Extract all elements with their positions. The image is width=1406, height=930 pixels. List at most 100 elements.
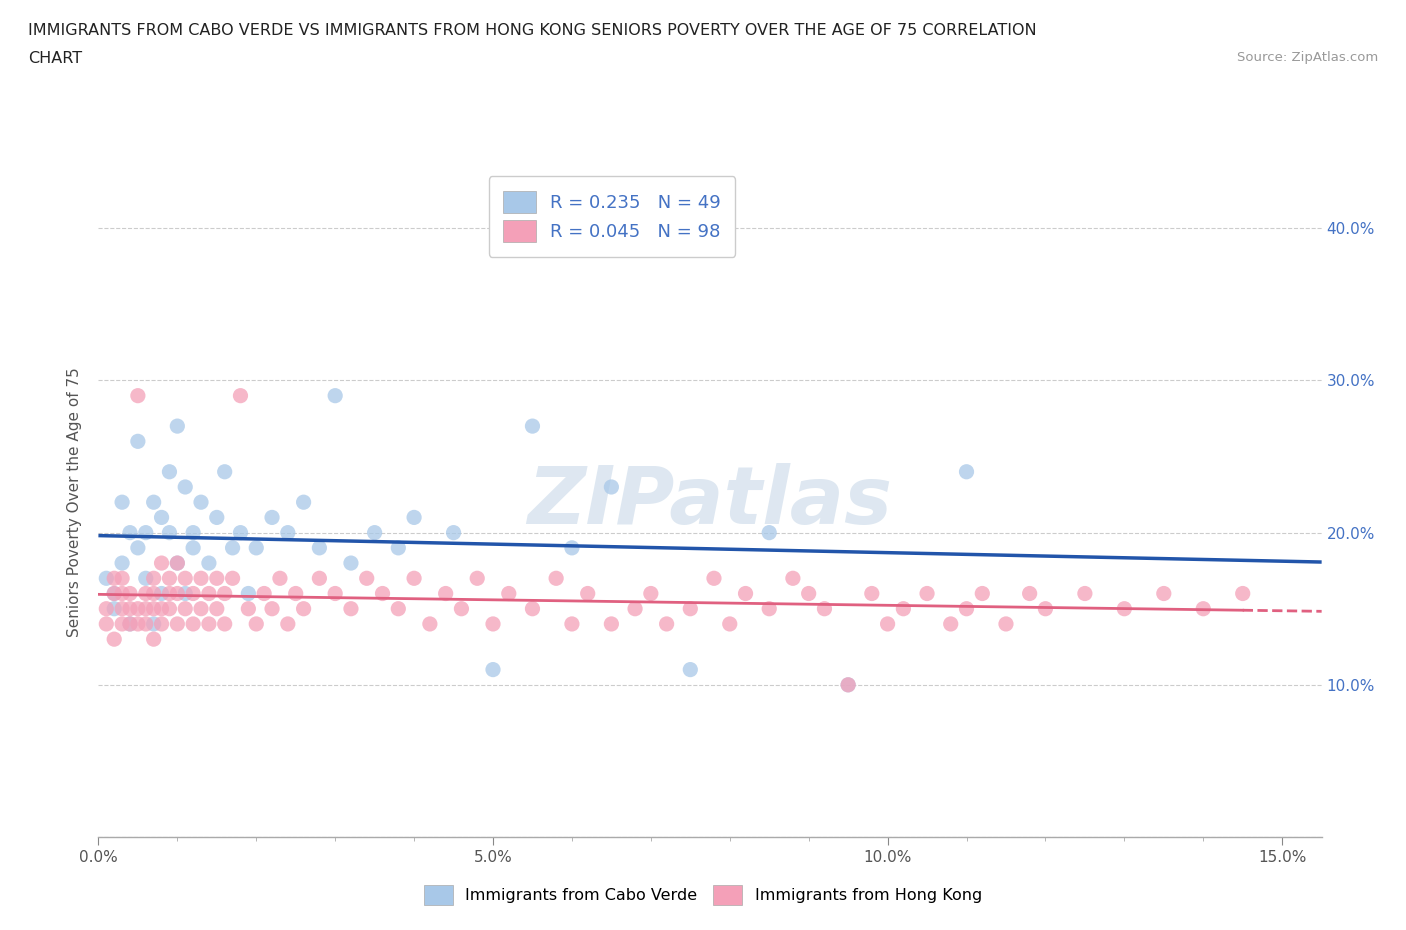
Point	[939, 617, 962, 631]
Point	[387, 602, 409, 617]
Point	[103, 586, 125, 601]
Point	[624, 602, 647, 617]
Point	[111, 571, 134, 586]
Point	[181, 540, 204, 555]
Point	[813, 602, 835, 617]
Point	[404, 571, 426, 586]
Text: CHART: CHART	[28, 51, 82, 66]
Point	[103, 586, 125, 601]
Point	[142, 602, 165, 617]
Point	[174, 571, 197, 586]
Point	[142, 617, 165, 631]
Point	[253, 586, 276, 601]
Point	[955, 602, 977, 617]
Point	[292, 495, 315, 510]
Point	[1114, 602, 1136, 617]
Point	[308, 571, 330, 586]
Point	[198, 617, 221, 631]
Point	[1018, 586, 1040, 601]
Point	[893, 602, 915, 617]
Point	[718, 617, 741, 631]
Point	[482, 617, 505, 631]
Point	[522, 418, 544, 433]
Point	[190, 571, 212, 586]
Point	[837, 677, 859, 692]
Point	[1035, 602, 1057, 617]
Point	[292, 602, 315, 617]
Point	[356, 571, 378, 586]
Point	[205, 510, 228, 525]
Point	[994, 617, 1017, 631]
Point	[576, 586, 599, 601]
Point	[277, 617, 299, 631]
Point	[150, 586, 173, 601]
Text: Source: ZipAtlas.com: Source: ZipAtlas.com	[1237, 51, 1378, 64]
Point	[323, 586, 346, 601]
Point	[135, 586, 157, 601]
Point	[166, 617, 188, 631]
Point	[876, 617, 898, 631]
Point	[387, 540, 409, 555]
Point	[103, 631, 125, 646]
Point	[181, 586, 204, 601]
Point	[245, 540, 267, 555]
Point	[205, 602, 228, 617]
Point	[600, 480, 623, 495]
Point	[142, 571, 165, 586]
Point	[434, 586, 457, 601]
Point	[229, 388, 252, 403]
Point	[1153, 586, 1175, 601]
Point	[150, 602, 173, 617]
Point	[561, 617, 583, 631]
Point	[127, 617, 149, 631]
Point	[103, 602, 125, 617]
Point	[245, 617, 267, 631]
Point	[277, 525, 299, 540]
Point	[127, 602, 149, 617]
Point	[142, 586, 165, 601]
Point	[782, 571, 804, 586]
Point	[1232, 586, 1254, 601]
Point	[190, 602, 212, 617]
Point	[221, 571, 243, 586]
Point	[703, 571, 725, 586]
Point	[127, 434, 149, 449]
Point	[135, 571, 157, 586]
Point	[135, 602, 157, 617]
Point	[419, 617, 441, 631]
Point	[111, 495, 134, 510]
Point	[190, 495, 212, 510]
Point	[96, 602, 118, 617]
Point	[1192, 602, 1215, 617]
Point	[159, 602, 181, 617]
Point	[96, 617, 118, 631]
Text: IMMIGRANTS FROM CABO VERDE VS IMMIGRANTS FROM HONG KONG SENIORS POVERTY OVER THE: IMMIGRANTS FROM CABO VERDE VS IMMIGRANTS…	[28, 23, 1036, 38]
Point	[159, 525, 181, 540]
Point	[103, 571, 125, 586]
Point	[482, 662, 505, 677]
Point	[797, 586, 820, 601]
Point	[150, 555, 173, 570]
Point	[111, 555, 134, 570]
Point	[96, 571, 118, 586]
Point	[238, 586, 260, 601]
Legend: Immigrants from Cabo Verde, Immigrants from Hong Kong: Immigrants from Cabo Verde, Immigrants f…	[416, 877, 990, 912]
Point	[166, 555, 188, 570]
Point	[860, 586, 883, 601]
Point	[181, 525, 204, 540]
Point	[111, 586, 134, 601]
Point	[142, 495, 165, 510]
Point	[118, 602, 141, 617]
Point	[118, 525, 141, 540]
Point	[166, 555, 188, 570]
Point	[118, 617, 141, 631]
Point	[159, 571, 181, 586]
Point	[221, 540, 243, 555]
Point	[174, 480, 197, 495]
Point	[1074, 586, 1097, 601]
Y-axis label: Seniors Poverty Over the Age of 75: Seniors Poverty Over the Age of 75	[67, 367, 83, 637]
Point	[758, 602, 780, 617]
Point	[561, 540, 583, 555]
Point	[640, 586, 662, 601]
Point	[111, 602, 134, 617]
